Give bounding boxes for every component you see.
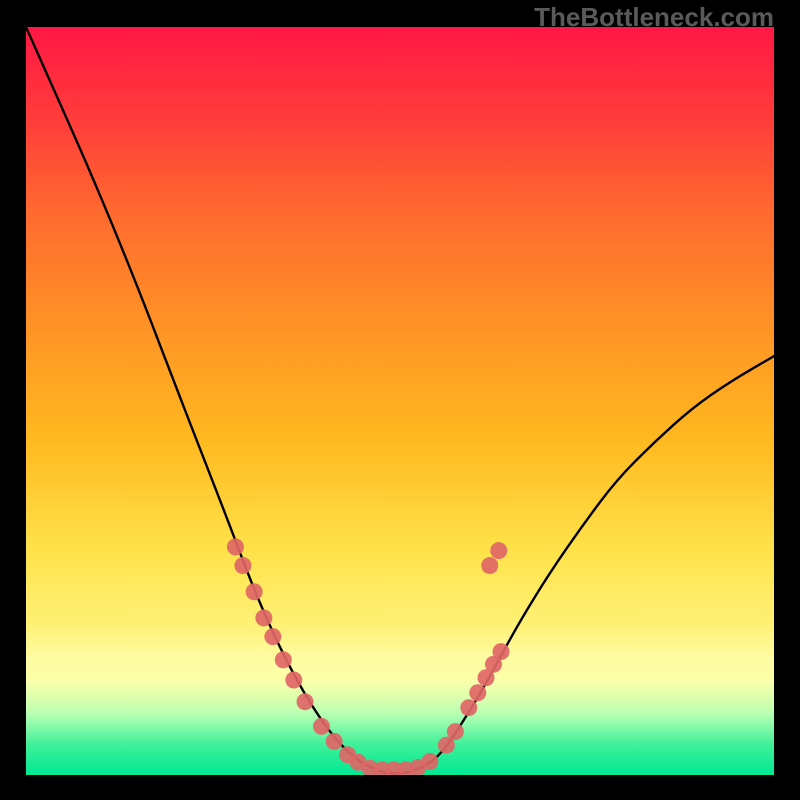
data-marker [447, 723, 464, 740]
data-marker [421, 753, 438, 770]
data-marker [469, 684, 486, 701]
data-marker [285, 672, 302, 689]
data-marker [490, 542, 507, 559]
data-marker [326, 733, 343, 750]
data-marker [297, 693, 314, 710]
data-marker [264, 628, 281, 645]
watermark-text: TheBottleneck.com [534, 2, 774, 33]
chart-svg [26, 27, 774, 775]
data-marker [460, 699, 477, 716]
data-marker [255, 609, 272, 626]
data-marker [246, 583, 263, 600]
data-marker [492, 643, 509, 660]
plot-area [26, 27, 774, 775]
data-marker [313, 718, 330, 735]
data-marker [481, 557, 498, 574]
data-marker [275, 651, 292, 668]
haze-band [26, 625, 774, 715]
data-marker [234, 557, 251, 574]
chart-container: TheBottleneck.com [0, 0, 800, 800]
data-marker [227, 538, 244, 555]
